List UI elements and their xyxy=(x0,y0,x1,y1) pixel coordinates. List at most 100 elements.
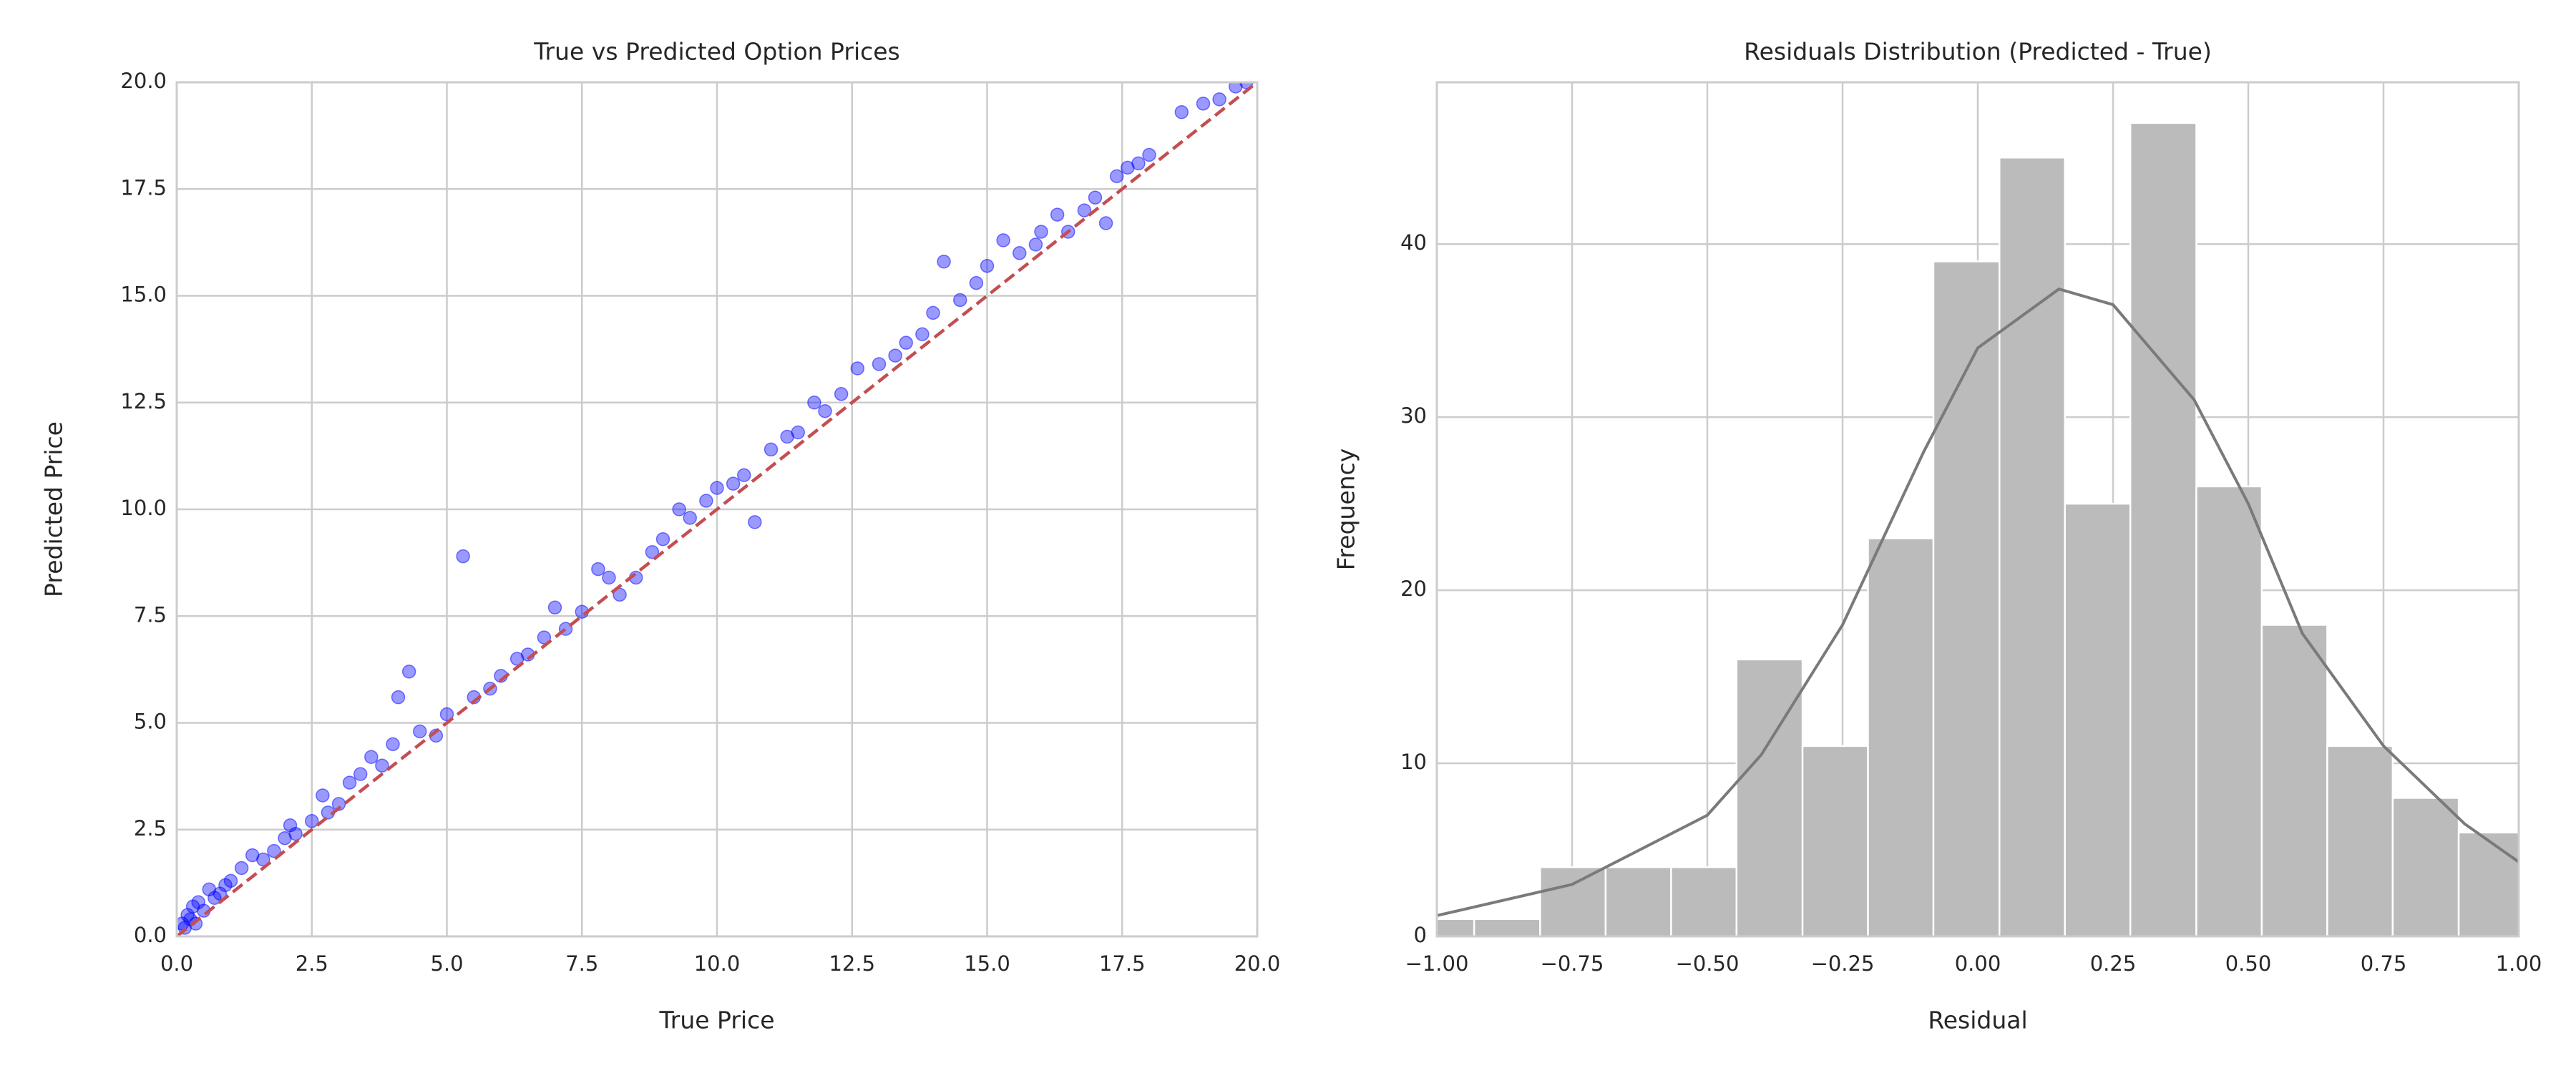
plot: 0.0 2.5 5.0 7.5 10.0 12.5 15.0 17.5 20.0 0.0 2.5 5.… xyxy=(40,38,1281,1034)
point xyxy=(1013,246,1027,260)
x-tick-label: 0.50 xyxy=(2225,951,2272,976)
point xyxy=(737,468,751,482)
bar xyxy=(1670,866,1738,936)
x-tick-label: 20.0 xyxy=(1234,951,1281,976)
point xyxy=(915,327,930,341)
point xyxy=(305,814,319,828)
point xyxy=(386,737,400,752)
point xyxy=(256,852,270,867)
point xyxy=(980,258,995,273)
y-tick-label: 40 xyxy=(1400,230,1427,255)
point xyxy=(177,916,190,931)
point xyxy=(1077,203,1092,217)
point xyxy=(1196,97,1211,111)
x-tick-label: 10.0 xyxy=(694,951,741,976)
point xyxy=(699,494,713,508)
point xyxy=(850,361,865,376)
x-tick-label: 7.5 xyxy=(565,951,598,976)
point xyxy=(1212,92,1226,107)
point xyxy=(1142,147,1156,162)
y-axis-label: Predicted Price xyxy=(40,421,68,597)
bar xyxy=(2260,624,2328,936)
point xyxy=(807,396,821,410)
point xyxy=(316,788,330,803)
point xyxy=(899,335,913,350)
y-tick-label: 5.0 xyxy=(134,710,167,734)
point xyxy=(872,357,887,371)
point xyxy=(1028,237,1043,252)
point xyxy=(401,665,416,679)
x-tick-label: 5.0 xyxy=(430,951,463,976)
point xyxy=(937,254,951,269)
bar xyxy=(2195,485,2263,936)
y-tick-label: 20 xyxy=(1400,577,1427,601)
point xyxy=(645,544,660,559)
point xyxy=(288,826,303,841)
bar xyxy=(1473,918,1541,936)
y-tick-label: 20.0 xyxy=(120,69,167,93)
x-tick-label: 0.00 xyxy=(1955,951,2001,976)
x-tick-label: −0.75 xyxy=(1541,951,1604,976)
point xyxy=(234,861,249,876)
point xyxy=(342,775,357,790)
y-tick-label: 15.0 xyxy=(120,283,167,307)
bar xyxy=(1998,156,2066,936)
point xyxy=(375,758,389,773)
point xyxy=(456,549,470,564)
y-tick-label: 12.5 xyxy=(120,389,167,413)
bar xyxy=(2326,745,2394,936)
point xyxy=(191,895,205,909)
point xyxy=(1174,105,1189,119)
marks xyxy=(177,82,1257,936)
point xyxy=(710,481,724,495)
x-tick-label: 1.00 xyxy=(2496,951,2542,976)
point xyxy=(996,233,1010,248)
y-tick-label: 2.5 xyxy=(134,816,167,841)
point xyxy=(834,387,849,401)
point xyxy=(926,305,940,320)
x-tick-label: 17.5 xyxy=(1099,951,1146,976)
point xyxy=(969,275,984,290)
point xyxy=(331,797,346,811)
y-tick-label: 10.0 xyxy=(120,496,167,520)
y-tick-label: 30 xyxy=(1400,403,1427,428)
x-tick-label: −0.50 xyxy=(1676,951,1740,976)
y-axis-label: Frequency xyxy=(1332,449,1360,570)
point xyxy=(683,511,697,525)
point xyxy=(391,690,406,705)
point xyxy=(1131,156,1146,171)
point xyxy=(888,348,902,363)
chart-title: True vs Predicted Option Prices xyxy=(533,38,900,66)
x-tick-label: 0.0 xyxy=(160,951,193,976)
y-tick-label: 7.5 xyxy=(134,602,167,627)
point xyxy=(613,587,627,602)
point xyxy=(267,843,281,858)
point xyxy=(439,707,454,722)
chart-title: Residuals Distribution (Predicted - True… xyxy=(1744,38,2212,66)
point xyxy=(602,570,616,585)
x-axis-label: True Price xyxy=(658,1006,774,1034)
bar xyxy=(1867,537,1935,936)
plot: 0 10 20 30 40 −1.00 −0.75 −0.50 −0.25 0.00 0.25 0.5… xyxy=(1332,38,2542,1034)
bar xyxy=(1604,866,1672,936)
marks xyxy=(1437,122,2519,936)
point xyxy=(791,425,805,440)
point xyxy=(413,724,427,739)
x-tick-label: −0.25 xyxy=(1811,951,1875,976)
point xyxy=(1109,169,1124,184)
point xyxy=(283,818,298,833)
point xyxy=(364,750,379,765)
kde-line xyxy=(1437,287,2519,917)
x-axis-label: Residual xyxy=(1928,1006,2027,1034)
y-tick-label: 0.0 xyxy=(134,923,167,947)
bar xyxy=(2064,502,2132,936)
point xyxy=(1098,216,1113,230)
bar xyxy=(1735,658,1804,936)
point xyxy=(818,403,832,418)
y-tick-label: 10 xyxy=(1400,750,1427,774)
bar xyxy=(1932,260,2001,936)
point xyxy=(213,886,228,901)
point xyxy=(726,476,741,491)
